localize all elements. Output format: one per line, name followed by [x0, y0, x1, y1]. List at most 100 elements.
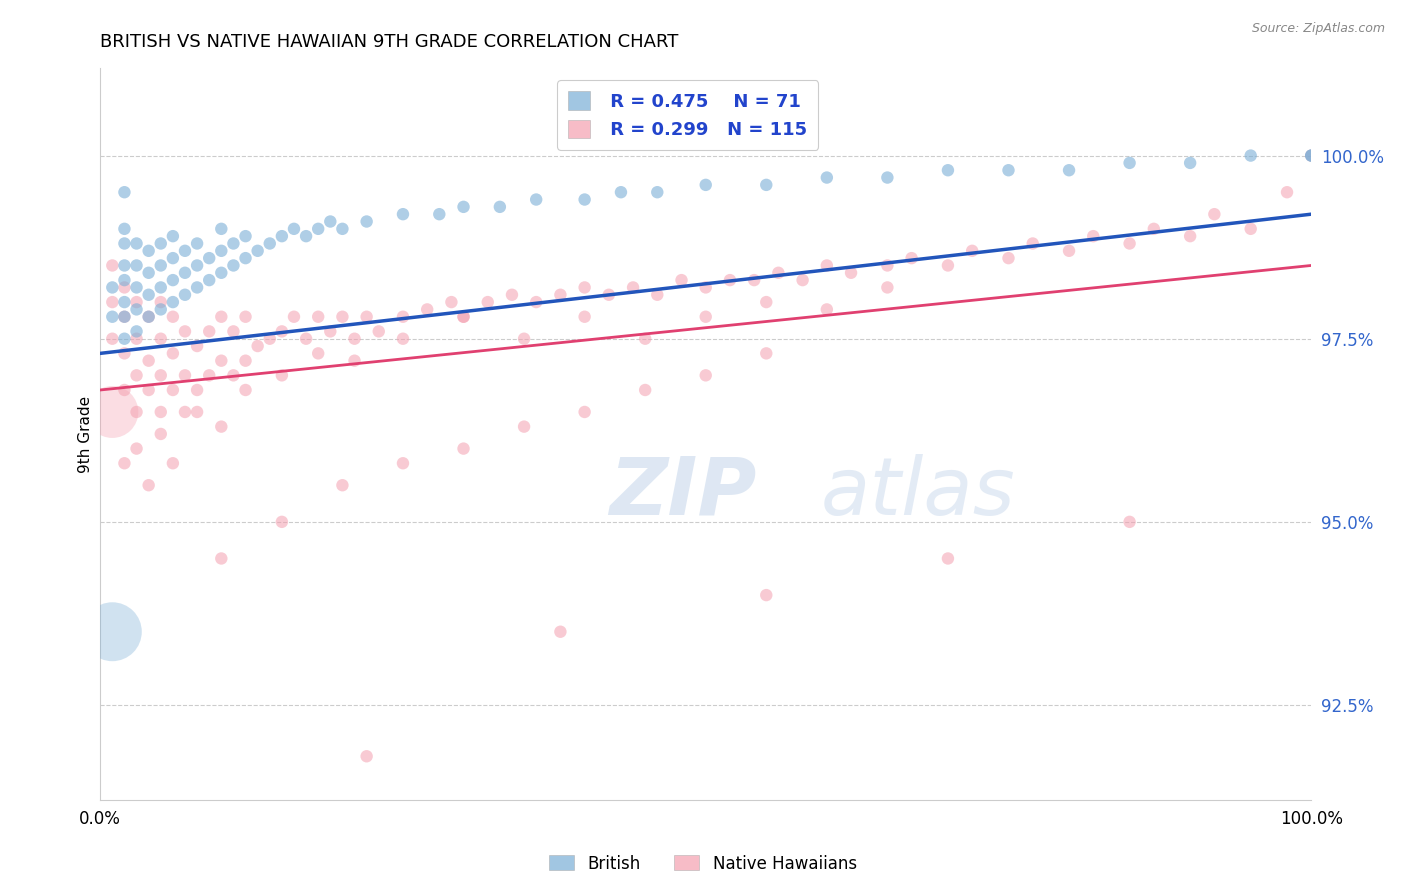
Point [162, 229, 184, 244]
Point [1118, 236, 1140, 251]
Point [246, 244, 269, 258]
Point [270, 325, 292, 339]
Point [138, 353, 160, 368]
Point [198, 325, 221, 339]
Point [332, 222, 354, 236]
Point [186, 383, 208, 397]
Point [1301, 148, 1323, 162]
Point [114, 273, 136, 287]
Point [645, 287, 668, 301]
Point [209, 419, 232, 434]
Point [453, 310, 475, 324]
Point [186, 339, 208, 353]
Y-axis label: 9th Grade: 9th Grade [79, 395, 93, 473]
Point [621, 280, 644, 294]
Point [235, 229, 257, 244]
Point [125, 442, 148, 456]
Point [101, 259, 124, 273]
Point [125, 259, 148, 273]
Point [138, 478, 160, 492]
Point [416, 302, 439, 317]
Point [876, 259, 898, 273]
Point [186, 405, 208, 419]
Point [138, 287, 160, 301]
Point [283, 310, 305, 324]
Point [755, 295, 778, 310]
Point [162, 273, 184, 287]
Point [209, 353, 232, 368]
Point [319, 325, 342, 339]
Point [695, 368, 717, 383]
Point [235, 383, 257, 397]
Point [755, 588, 778, 602]
Point [343, 353, 366, 368]
Point [695, 280, 717, 294]
Point [138, 244, 160, 258]
Point [149, 302, 172, 317]
Point [235, 353, 257, 368]
Point [149, 368, 172, 383]
Point [815, 170, 838, 185]
Point [453, 200, 475, 214]
Point [138, 266, 160, 280]
Point [815, 302, 838, 317]
Point [634, 332, 657, 346]
Legend:  R = 0.475    N = 71,  R = 0.299   N = 115: R = 0.475 N = 71, R = 0.299 N = 115 [557, 80, 818, 150]
Point [513, 332, 536, 346]
Point [125, 405, 148, 419]
Point [125, 368, 148, 383]
Point [222, 368, 245, 383]
Point [125, 332, 148, 346]
Point [332, 478, 354, 492]
Point [259, 236, 281, 251]
Point [1178, 156, 1201, 170]
Point [671, 273, 693, 287]
Point [574, 405, 596, 419]
Point [997, 251, 1019, 265]
Point [392, 310, 415, 324]
Point [149, 426, 172, 441]
Text: ZIP: ZIP [609, 453, 756, 532]
Point [125, 280, 148, 294]
Point [162, 295, 184, 310]
Point [138, 310, 160, 324]
Point [114, 310, 136, 324]
Point [574, 193, 596, 207]
Point [768, 266, 790, 280]
Point [149, 280, 172, 294]
Point [114, 236, 136, 251]
Point [186, 259, 208, 273]
Point [209, 266, 232, 280]
Point [295, 332, 318, 346]
Point [936, 163, 959, 178]
Point [125, 295, 148, 310]
Point [209, 551, 232, 566]
Point [198, 251, 221, 265]
Point [1240, 222, 1263, 236]
Point [610, 185, 633, 199]
Point [876, 280, 898, 294]
Point [209, 222, 232, 236]
Point [307, 222, 329, 236]
Point [550, 624, 572, 639]
Point [367, 325, 389, 339]
Point [174, 266, 197, 280]
Point [162, 456, 184, 470]
Point [125, 325, 148, 339]
Point [101, 280, 124, 294]
Point [209, 244, 232, 258]
Point [356, 310, 378, 324]
Point [209, 310, 232, 324]
Point [174, 287, 197, 301]
Point [1057, 163, 1080, 178]
Point [718, 273, 741, 287]
Point [149, 259, 172, 273]
Point [270, 229, 292, 244]
Legend: British, Native Hawaiians: British, Native Hawaiians [543, 848, 863, 880]
Point [125, 236, 148, 251]
Point [114, 346, 136, 360]
Point [125, 302, 148, 317]
Point [270, 515, 292, 529]
Point [477, 295, 499, 310]
Point [574, 280, 596, 294]
